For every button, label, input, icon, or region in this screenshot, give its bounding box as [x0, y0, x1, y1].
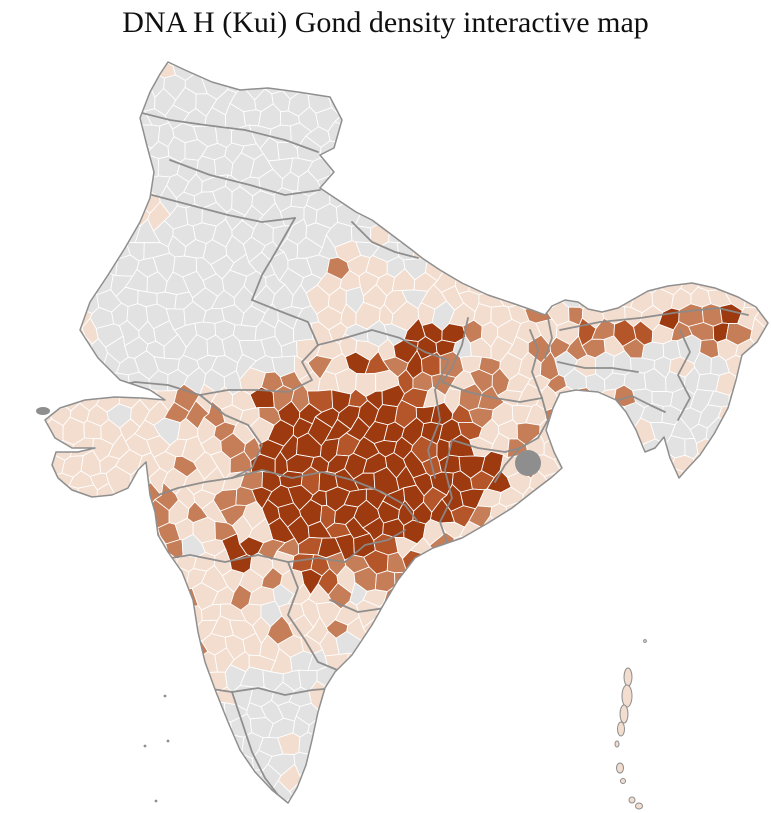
map-title: DNA H (Kui) Gond density interactive map	[122, 6, 649, 39]
state-border	[157, 554, 346, 563]
state-border	[199, 299, 319, 396]
state-border	[451, 439, 521, 453]
district-cell[interactable]	[330, 156, 352, 180]
island	[617, 721, 625, 737]
island	[643, 639, 647, 643]
district-cell[interactable]	[605, 404, 626, 429]
district-cell[interactable]	[388, 221, 404, 244]
state-border	[351, 221, 419, 259]
district-cell[interactable]	[243, 109, 262, 127]
district-cell[interactable]	[67, 335, 93, 361]
state-border	[559, 307, 749, 331]
district-cell[interactable]	[221, 734, 245, 759]
state-border	[199, 394, 263, 479]
district-cell[interactable]	[411, 235, 438, 260]
delta-patch	[36, 407, 50, 415]
island	[620, 778, 626, 784]
district-cell[interactable]	[134, 153, 160, 181]
district-cell[interactable]	[577, 288, 598, 310]
island	[619, 704, 629, 724]
island	[635, 802, 643, 810]
district-cell[interactable]	[204, 701, 227, 722]
state-border	[611, 395, 666, 413]
state-border	[169, 159, 321, 196]
island-dot	[166, 739, 170, 743]
island	[628, 796, 636, 804]
state-border	[251, 217, 296, 301]
district-cell[interactable]	[693, 453, 711, 480]
island	[623, 667, 633, 687]
state-border	[367, 647, 409, 669]
state-border	[231, 691, 279, 796]
state-border	[317, 329, 449, 361]
state-border	[157, 477, 233, 496]
district-cell[interactable]	[291, 553, 315, 573]
state-border	[441, 317, 469, 383]
district-cell[interactable]	[375, 603, 398, 628]
island	[621, 684, 633, 708]
state-border	[439, 439, 453, 546]
andaman-nicobar-islands	[614, 639, 647, 810]
district-cell[interactable]	[77, 484, 98, 513]
state-border	[439, 544, 491, 563]
district-cell[interactable]	[127, 142, 153, 164]
district-cell[interactable]	[394, 571, 416, 593]
state-border	[677, 329, 691, 421]
india-outline	[44, 61, 769, 804]
island	[614, 740, 620, 748]
island-dot	[163, 694, 167, 698]
state-border	[137, 111, 319, 153]
island	[616, 762, 624, 774]
delta-patch	[515, 450, 541, 476]
district-cell[interactable]	[743, 290, 769, 309]
district-layer[interactable]	[32, 39, 771, 808]
state-border	[427, 361, 449, 479]
district-cell[interactable]	[293, 318, 314, 343]
island-dot	[143, 744, 147, 748]
state-border	[494, 447, 521, 483]
state-border	[519, 397, 549, 449]
district-cell[interactable]	[350, 225, 372, 244]
state-border	[344, 529, 406, 563]
island-dot	[154, 799, 158, 803]
state-border	[231, 469, 419, 523]
state-border	[544, 317, 553, 359]
state-border	[557, 361, 639, 373]
lakshadweep-islands	[143, 694, 170, 803]
state-border	[151, 194, 296, 223]
district-cell[interactable]	[308, 752, 334, 770]
district-cell[interactable]	[238, 768, 265, 791]
state-border	[441, 381, 543, 403]
state-border	[529, 329, 543, 399]
